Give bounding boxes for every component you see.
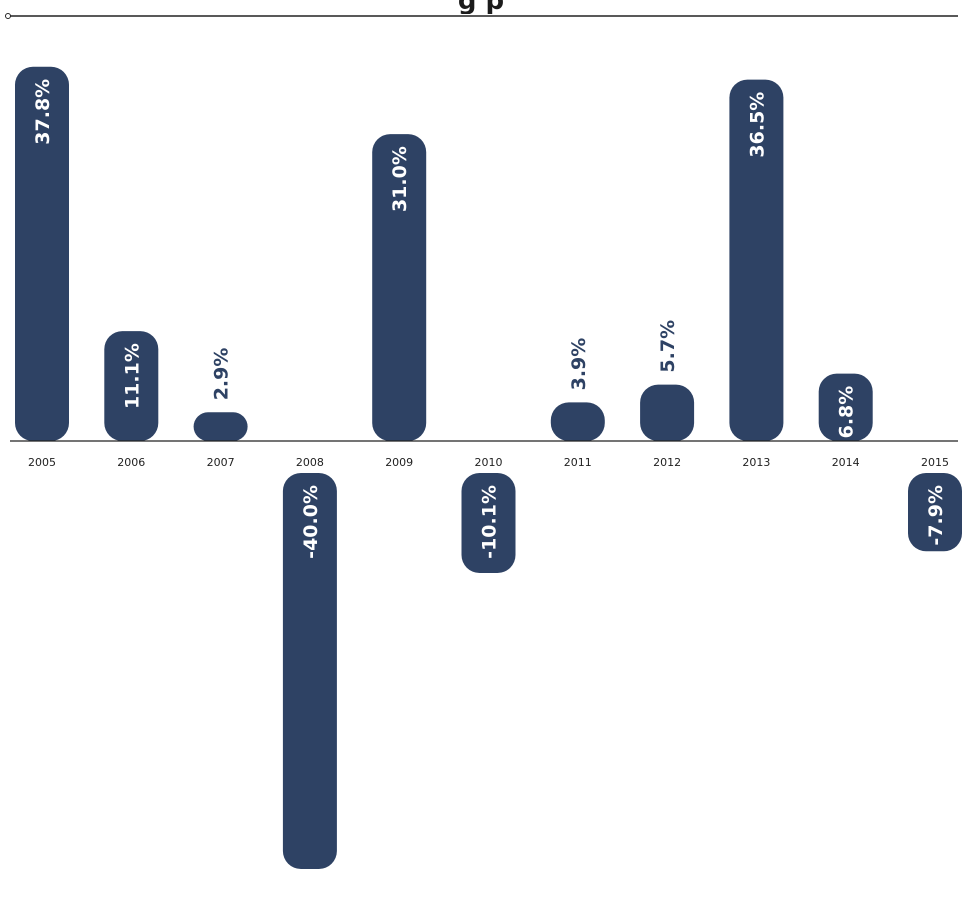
x-tick-2005: 2005	[28, 456, 56, 469]
bar-2014	[818, 373, 873, 441]
data-label-2015: -7.9%	[925, 485, 947, 546]
data-label-2007: 2.9%	[211, 348, 233, 401]
x-tick-labels: 2005 2006 2007 2008 2009 2010 2011 2012 2013 2014…	[28, 456, 949, 469]
x-tick-2015: 2015	[921, 456, 949, 469]
bar-2011	[550, 402, 605, 441]
x-tick-2009: 2009	[385, 456, 413, 469]
data-labels: 37.8% 11.1% 2.9% -40.0% 31.0% -10.1% 3.9% 5.7% 3…	[32, 79, 947, 559]
x-tick-2013: 2013	[742, 456, 770, 469]
x-tick-2014: 2014	[832, 456, 860, 469]
x-tick-2007: 2007	[207, 456, 235, 469]
data-label-2014: 6.8%	[836, 386, 858, 439]
bar-2006	[104, 331, 159, 441]
bar-2008	[282, 473, 337, 869]
bar-2007	[193, 412, 248, 441]
data-label-2013: 36.5%	[746, 92, 768, 158]
bar-2015	[908, 473, 962, 552]
x-tick-2010: 2010	[475, 456, 503, 469]
data-label-2008: -40.0%	[300, 485, 322, 559]
x-tick-2006: 2006	[117, 456, 145, 469]
bar-2012	[640, 384, 695, 441]
bar-2005	[15, 66, 69, 441]
x-tick-2012: 2012	[653, 456, 681, 469]
x-tick-2011: 2011	[564, 456, 592, 469]
bar-2010	[461, 473, 516, 573]
data-label-2006: 11.1%	[121, 343, 143, 409]
top-rule-marker	[5, 13, 11, 19]
bar-2013	[729, 79, 784, 442]
data-label-2005: 37.8%	[32, 79, 54, 145]
data-label-2011: 3.9%	[568, 338, 590, 391]
data-label-2010: -10.1%	[479, 485, 501, 559]
bar-2009	[372, 134, 427, 441]
bars-group	[15, 66, 962, 869]
x-tick-2008: 2008	[296, 456, 324, 469]
data-label-2009: 31.0%	[389, 146, 411, 212]
data-label-2012: 5.7%	[657, 320, 679, 373]
chart-title: g p	[0, 0, 962, 14]
